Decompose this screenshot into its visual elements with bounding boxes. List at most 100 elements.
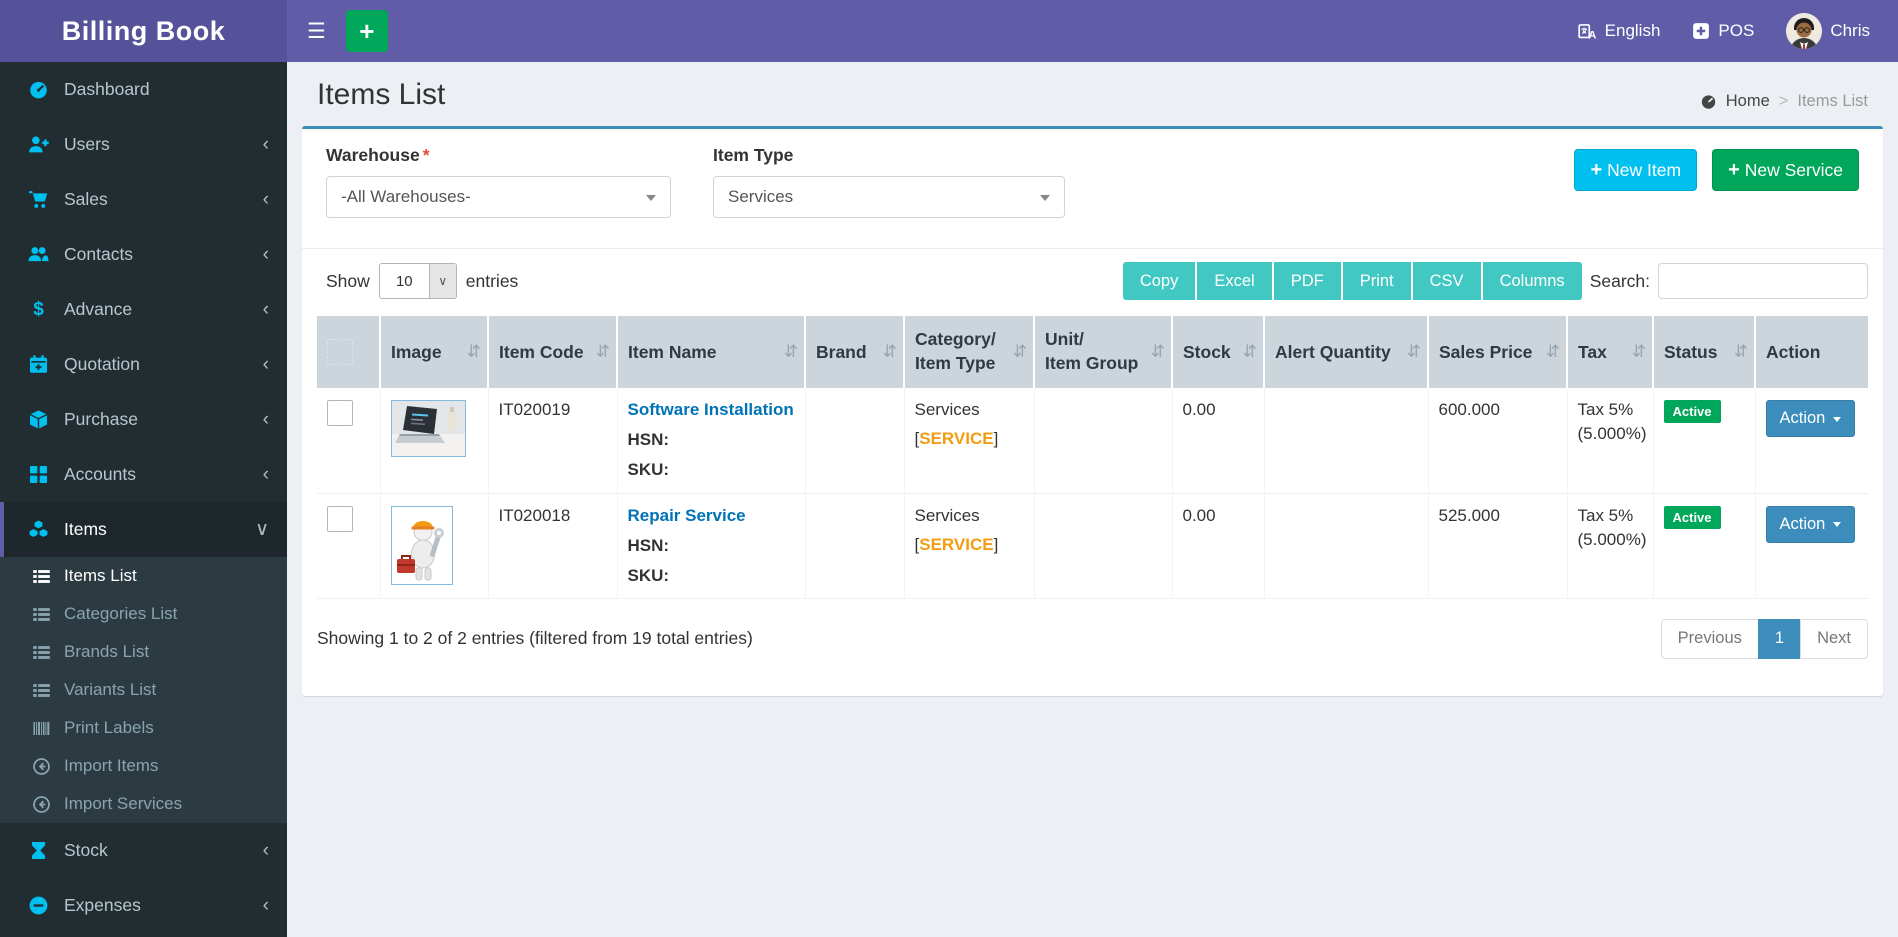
page-title: Items List bbox=[317, 78, 446, 111]
sidebar-item-label: Contacts bbox=[64, 244, 134, 264]
submenu-item-import-services[interactable]: Import Services bbox=[0, 785, 287, 823]
sidebar-item-expenses[interactable]: Expenses ‹ bbox=[0, 878, 287, 933]
submenu-item-import-items[interactable]: Import Items bbox=[0, 747, 287, 785]
row-checkbox[interactable] bbox=[327, 505, 353, 532]
sort-icon[interactable]: ⇵ bbox=[1733, 342, 1748, 361]
cart-icon bbox=[28, 189, 49, 210]
select-all-checkbox bbox=[327, 339, 353, 365]
sort-icon[interactable]: ⇵ bbox=[1545, 342, 1560, 361]
new-service-button[interactable]: + New Service bbox=[1712, 149, 1859, 191]
pagination-page-1[interactable]: 1 bbox=[1757, 618, 1802, 659]
sort-icon[interactable]: ⇵ bbox=[1242, 342, 1257, 361]
col-item-name[interactable]: Item Name ⇵ bbox=[617, 316, 806, 388]
sort-icon[interactable]: ⇵ bbox=[882, 342, 897, 361]
item-type-tag-line: [SERVICE] bbox=[914, 429, 999, 448]
sku-label: SKU: bbox=[627, 460, 670, 479]
col-category[interactable]: Category/Item Type ⇵ bbox=[904, 316, 1035, 388]
sidebar-item-contacts[interactable]: Contacts ‹ bbox=[0, 227, 287, 282]
submenu-item-variants-list[interactable]: Variants List bbox=[0, 671, 287, 709]
hamburger-icon[interactable]: ☰ bbox=[307, 19, 326, 43]
sidebar-item-accounts[interactable]: Accounts ‹ bbox=[0, 447, 287, 502]
pos-button[interactable]: POS bbox=[1692, 21, 1754, 41]
submenu-item-label: Items List bbox=[64, 566, 137, 585]
item-name-cell: Repair Service HSN: SKU: bbox=[617, 493, 806, 599]
col-unit[interactable]: Unit/Item Group ⇵ bbox=[1034, 316, 1173, 388]
warehouse-select[interactable]: -All Warehouses- bbox=[326, 176, 671, 218]
pagination-next[interactable]: Next bbox=[1800, 618, 1868, 659]
brand-logo[interactable]: Billing Book bbox=[0, 0, 287, 62]
new-item-button[interactable]: + New Item bbox=[1574, 149, 1698, 191]
item-image-repair[interactable] bbox=[390, 505, 453, 585]
col-item-code[interactable]: Item Code ⇵ bbox=[488, 316, 618, 388]
sidebar-item-label: Advance bbox=[64, 299, 133, 319]
columns-button[interactable]: Columns bbox=[1482, 262, 1582, 300]
item-name-link[interactable]: Repair Service bbox=[627, 505, 746, 525]
row-checkbox[interactable] bbox=[327, 400, 353, 426]
col-image[interactable]: Image ⇵ bbox=[380, 316, 489, 388]
sort-icon[interactable]: ⇵ bbox=[466, 342, 481, 361]
item-image-laptop[interactable] bbox=[390, 400, 466, 457]
sort-icon[interactable]: ⇵ bbox=[1012, 342, 1027, 361]
col-stock[interactable]: Stock ⇵ bbox=[1172, 316, 1265, 388]
table-controls: Show 10 ∨ entries Copy Excel PDF Print C… bbox=[317, 249, 1868, 300]
brand-cell bbox=[805, 388, 905, 494]
item-type-select[interactable]: Services bbox=[713, 176, 1065, 218]
breadcrumb-current: Items List bbox=[1797, 92, 1868, 110]
breadcrumb-separator: > bbox=[1778, 92, 1789, 110]
breadcrumb-home-link[interactable]: Home bbox=[1725, 92, 1770, 110]
sort-icon[interactable]: ⇵ bbox=[1631, 342, 1646, 361]
language-menu[interactable]: A English bbox=[1578, 21, 1660, 41]
list-icon bbox=[32, 567, 51, 586]
sort-icon[interactable]: ⇵ bbox=[1150, 342, 1165, 361]
col-sales-price[interactable]: Sales Price ⇵ bbox=[1428, 316, 1568, 388]
chevron-left-icon: ‹ bbox=[262, 134, 269, 155]
chevron-left-icon: ‹ bbox=[262, 895, 269, 916]
col-brand[interactable]: Brand ⇵ bbox=[805, 316, 905, 388]
sidebar-item-users[interactable]: Users ‹ bbox=[0, 117, 287, 172]
sidebar-item-items[interactable]: Items ∨ bbox=[0, 502, 287, 557]
pagination-previous[interactable]: Previous bbox=[1660, 618, 1759, 659]
pdf-button[interactable]: PDF bbox=[1273, 262, 1341, 300]
search-input[interactable] bbox=[1658, 263, 1868, 299]
submenu-item-brands-list[interactable]: Brands List bbox=[0, 633, 287, 671]
page-length-value: 10 bbox=[395, 272, 413, 290]
sidebar-item-stock[interactable]: Stock ‹ bbox=[0, 823, 287, 878]
col-status[interactable]: Status ⇵ bbox=[1653, 316, 1756, 388]
sidebar-item-advance[interactable]: $ Advance ‹ bbox=[0, 282, 287, 337]
action-dropdown-button[interactable]: Action bbox=[1765, 400, 1856, 437]
sort-icon[interactable]: ⇵ bbox=[1406, 342, 1421, 361]
sidebar-item-label: Stock bbox=[64, 840, 108, 860]
user-menu[interactable]: Chris bbox=[1786, 13, 1870, 49]
list-icon bbox=[32, 605, 51, 624]
action-dropdown-button[interactable]: Action bbox=[1765, 505, 1856, 543]
sort-icon[interactable]: ⇵ bbox=[783, 342, 798, 361]
submenu-item-label: Categories List bbox=[64, 604, 178, 623]
copy-button[interactable]: Copy bbox=[1122, 262, 1196, 300]
items-submenu: Items List Categories List Brands List V… bbox=[0, 557, 287, 823]
filters-row: Warehouse * -All Warehouses- Item Type Se… bbox=[317, 129, 1868, 218]
item-code-cell: IT020019 bbox=[488, 388, 618, 494]
page-length-select[interactable]: 10 ∨ bbox=[378, 263, 457, 299]
col-tax[interactable]: Tax ⇵ bbox=[1567, 316, 1654, 388]
sidebar-item-quotation[interactable]: Quotation ‹ bbox=[0, 337, 287, 392]
sidebar-item-label: Items bbox=[64, 519, 107, 539]
submenu-item-print-labels[interactable]: Print Labels bbox=[0, 709, 287, 747]
sidebar-item-label: Users bbox=[64, 134, 110, 154]
quick-add-button[interactable]: + bbox=[345, 10, 388, 52]
item-name-link[interactable]: Software Installation bbox=[627, 400, 794, 419]
col-alert-quantity[interactable]: Alert Quantity ⇵ bbox=[1264, 316, 1429, 388]
csv-button[interactable]: CSV bbox=[1412, 262, 1481, 300]
sidebar-item-dashboard[interactable]: Dashboard bbox=[0, 62, 287, 117]
card-header-buttons: + New Item + New Service bbox=[1574, 149, 1859, 191]
excel-button[interactable]: Excel bbox=[1197, 262, 1272, 300]
sidebar-item-sales[interactable]: Sales ‹ bbox=[0, 172, 287, 227]
submenu-item-categories-list[interactable]: Categories List bbox=[0, 595, 287, 633]
submenu-item-label: Brands List bbox=[64, 642, 150, 661]
submenu-item-items-list[interactable]: Items List bbox=[0, 557, 287, 595]
status-badge: Active bbox=[1663, 400, 1721, 423]
sort-icon[interactable]: ⇵ bbox=[595, 342, 610, 361]
print-button[interactable]: Print bbox=[1342, 262, 1411, 300]
sidebar-item-purchase[interactable]: Purchase ‹ bbox=[0, 392, 287, 447]
pagination: Previous 1 Next bbox=[1660, 618, 1868, 659]
navbar-left: ☰ + bbox=[287, 0, 388, 62]
